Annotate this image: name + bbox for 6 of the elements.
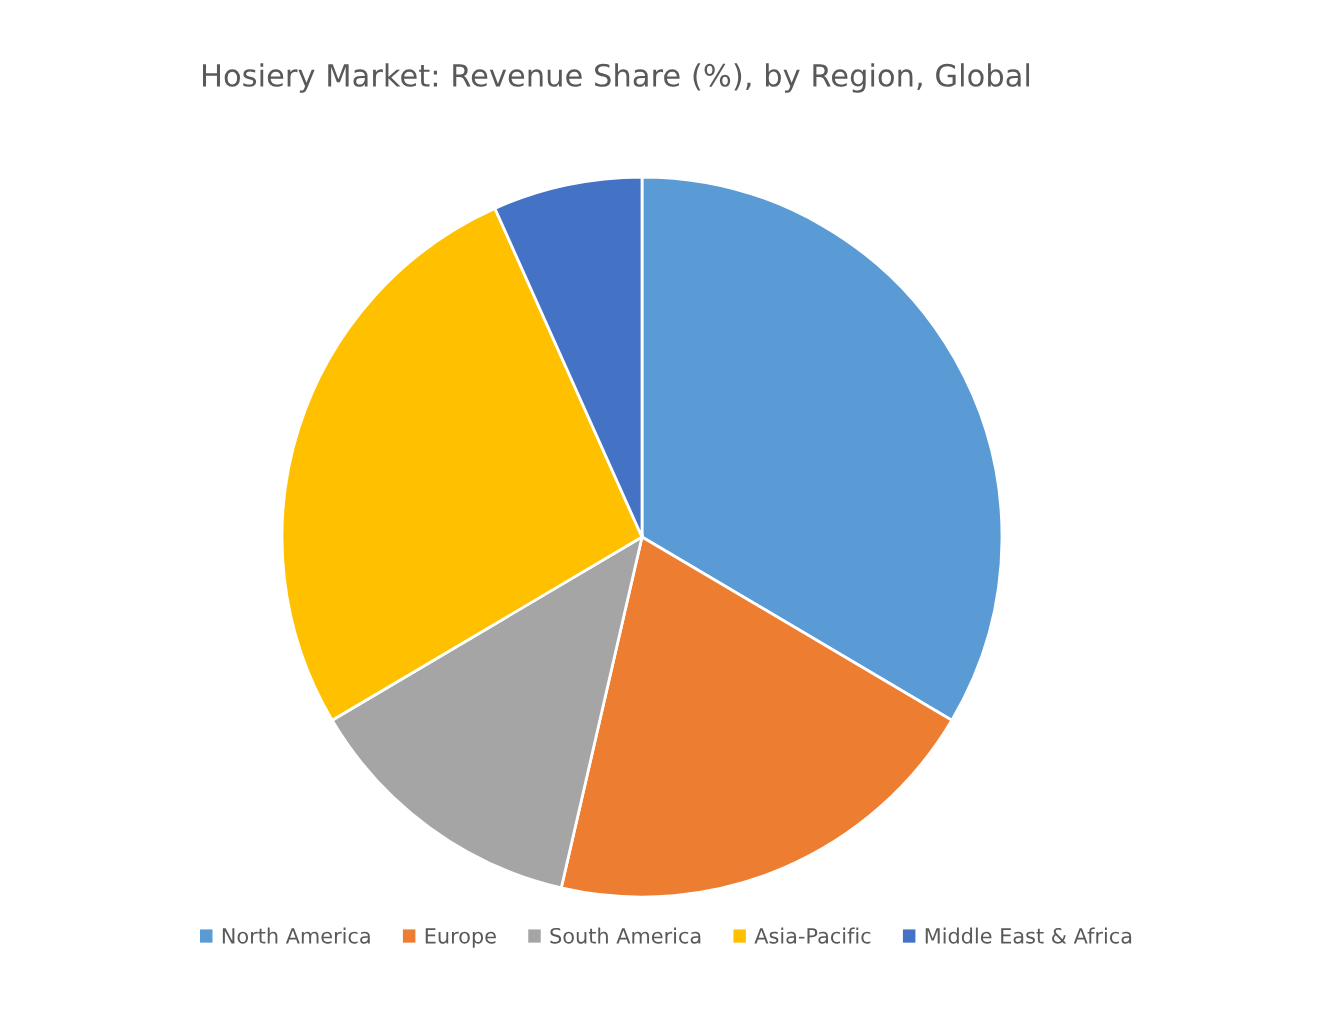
chart-title: Hosiery Market: Revenue Share (%), by Region, Global bbox=[203, 63, 1030, 93]
legend-label: Middle East & Africa bbox=[925, 927, 1132, 944]
legend-label: Europe bbox=[425, 928, 496, 948]
legend-label: North America bbox=[222, 927, 370, 944]
legend-label: South America bbox=[550, 927, 701, 944]
legend-label: Asia-Pacific bbox=[754, 927, 871, 944]
